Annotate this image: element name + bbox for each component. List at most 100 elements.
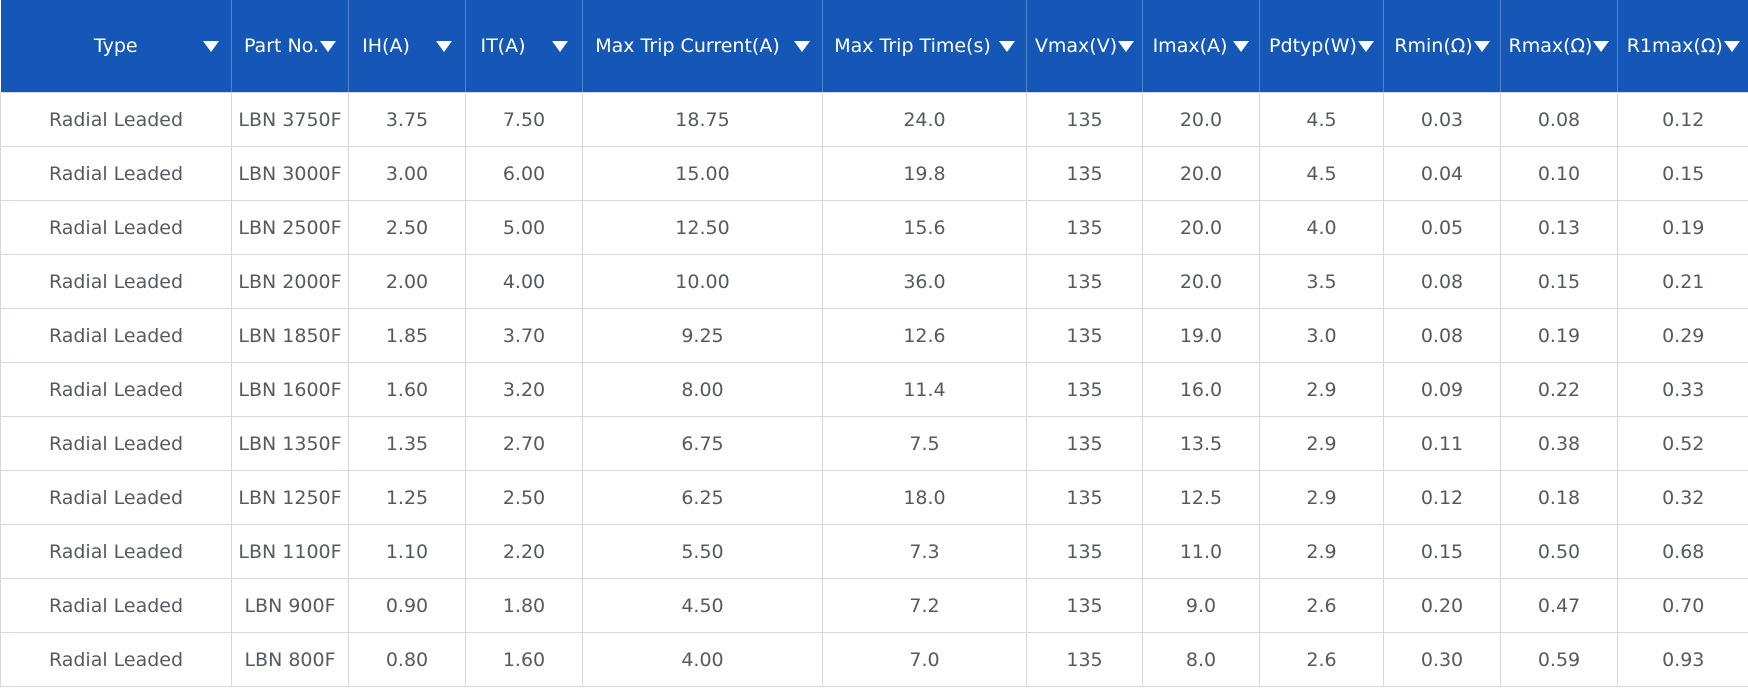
cell-ih: 3.75 bbox=[348, 92, 466, 147]
cell-r1max: 0.19 bbox=[1617, 200, 1748, 255]
column-header-pdtyp[interactable]: Pdtyp(W) bbox=[1259, 0, 1384, 93]
column-header-r1max[interactable]: R1max(Ω) bbox=[1617, 0, 1748, 93]
cell-rmin: 0.03 bbox=[1383, 92, 1501, 147]
cell-imax: 12.5 bbox=[1142, 470, 1260, 525]
column-header-max-trip-current[interactable]: Max Trip Current(A) bbox=[582, 0, 823, 93]
table-body: Radial Leaded LBN 3750F 3.75 7.50 18.75 24.0 1… bbox=[0, 92, 1748, 687]
cell-it: 1.60 bbox=[465, 632, 583, 687]
table-row: Radial Leaded LBN 800F 0.80 1.60 4.00 7.0 135 8… bbox=[0, 632, 1748, 687]
cell-max-trip-current: 4.50 bbox=[582, 578, 823, 633]
cell-part-no: LBN 1350F bbox=[231, 416, 349, 471]
cell-ih: 1.25 bbox=[348, 470, 466, 525]
cell-ih: 0.90 bbox=[348, 578, 466, 633]
cell-imax: 20.0 bbox=[1142, 92, 1260, 147]
cell-max-trip-time: 12.6 bbox=[822, 308, 1027, 363]
caret-down-icon[interactable] bbox=[320, 40, 337, 52]
cell-imax: 20.0 bbox=[1142, 200, 1260, 255]
cell-rmax: 0.22 bbox=[1500, 362, 1618, 417]
cell-max-trip-current: 6.75 bbox=[582, 416, 823, 471]
cell-part-no: LBN 1850F bbox=[231, 308, 349, 363]
cell-max-trip-time: 7.0 bbox=[822, 632, 1027, 687]
cell-part-no: LBN 800F bbox=[231, 632, 349, 687]
cell-ih: 1.60 bbox=[348, 362, 466, 417]
column-header-type[interactable]: Type bbox=[0, 0, 232, 93]
cell-it: 5.00 bbox=[465, 200, 583, 255]
cell-ih: 1.10 bbox=[348, 524, 466, 579]
cell-vmax: 135 bbox=[1026, 308, 1143, 363]
cell-pdtyp: 3.0 bbox=[1259, 308, 1384, 363]
caret-down-icon[interactable] bbox=[435, 40, 452, 52]
caret-down-icon[interactable] bbox=[793, 40, 810, 52]
cell-max-trip-current: 5.50 bbox=[582, 524, 823, 579]
caret-down-icon[interactable] bbox=[1357, 40, 1374, 52]
caret-down-icon[interactable] bbox=[1473, 40, 1490, 52]
cell-it: 2.70 bbox=[465, 416, 583, 471]
cell-it: 6.00 bbox=[465, 146, 583, 201]
column-header-label: IH(A) bbox=[362, 35, 410, 57]
column-header-label: Rmin(Ω) bbox=[1394, 35, 1473, 57]
cell-rmax: 0.18 bbox=[1500, 470, 1618, 525]
table-header: Type Part No. IH(A) bbox=[0, 0, 1748, 93]
cell-ih: 1.85 bbox=[348, 308, 466, 363]
cell-type: Radial Leaded bbox=[0, 308, 232, 363]
cell-max-trip-current: 8.00 bbox=[582, 362, 823, 417]
cell-vmax: 135 bbox=[1026, 362, 1143, 417]
column-header-label: Imax(A) bbox=[1152, 35, 1228, 57]
caret-down-icon[interactable] bbox=[1233, 40, 1250, 52]
table-row: Radial Leaded LBN 3750F 3.75 7.50 18.75 24.0 1… bbox=[0, 92, 1748, 147]
cell-type: Radial Leaded bbox=[0, 632, 232, 687]
cell-max-trip-time: 36.0 bbox=[822, 254, 1027, 309]
caret-down-icon[interactable] bbox=[1118, 40, 1135, 52]
column-header-rmax[interactable]: Rmax(Ω) bbox=[1500, 0, 1618, 93]
cell-rmax: 0.38 bbox=[1500, 416, 1618, 471]
caret-down-icon[interactable] bbox=[551, 40, 568, 52]
cell-max-trip-current: 12.50 bbox=[582, 200, 823, 255]
column-header-it[interactable]: IT(A) bbox=[465, 0, 583, 93]
cell-it: 3.20 bbox=[465, 362, 583, 417]
column-header-max-trip-time[interactable]: Max Trip Time(s) bbox=[822, 0, 1027, 93]
cell-max-trip-time: 24.0 bbox=[822, 92, 1027, 147]
column-header-ih[interactable]: IH(A) bbox=[348, 0, 466, 93]
cell-max-trip-current: 4.00 bbox=[582, 632, 823, 687]
cell-imax: 20.0 bbox=[1142, 254, 1260, 309]
cell-rmin: 0.30 bbox=[1383, 632, 1501, 687]
cell-imax: 16.0 bbox=[1142, 362, 1260, 417]
cell-max-trip-current: 18.75 bbox=[582, 92, 823, 147]
column-header-vmax[interactable]: Vmax(V) bbox=[1026, 0, 1143, 93]
cell-max-trip-time: 15.6 bbox=[822, 200, 1027, 255]
column-header-label: Part No. bbox=[243, 35, 320, 57]
column-header-part-no[interactable]: Part No. bbox=[231, 0, 349, 93]
column-header-imax[interactable]: Imax(A) bbox=[1142, 0, 1260, 93]
cell-type: Radial Leaded bbox=[0, 146, 232, 201]
column-header-label: R1max(Ω) bbox=[1626, 35, 1723, 57]
cell-rmax: 0.50 bbox=[1500, 524, 1618, 579]
table-row: Radial Leaded LBN 1600F 1.60 3.20 8.00 11.4 13… bbox=[0, 362, 1748, 417]
cell-r1max: 0.70 bbox=[1617, 578, 1748, 633]
cell-max-trip-time: 7.5 bbox=[822, 416, 1027, 471]
cell-max-trip-time: 19.8 bbox=[822, 146, 1027, 201]
cell-vmax: 135 bbox=[1026, 578, 1143, 633]
cell-rmin: 0.04 bbox=[1383, 146, 1501, 201]
caret-down-icon[interactable] bbox=[203, 41, 219, 52]
cell-part-no: LBN 3750F bbox=[231, 92, 349, 147]
caret-down-icon[interactable] bbox=[998, 40, 1015, 52]
column-header-rmin[interactable]: Rmin(Ω) bbox=[1383, 0, 1501, 93]
table-row: Radial Leaded LBN 1350F 1.35 2.70 6.75 7.5 135… bbox=[0, 416, 1748, 471]
cell-ih: 2.00 bbox=[348, 254, 466, 309]
cell-vmax: 135 bbox=[1026, 200, 1143, 255]
cell-it: 2.20 bbox=[465, 524, 583, 579]
cell-type: Radial Leaded bbox=[0, 92, 232, 147]
caret-down-icon[interactable] bbox=[1593, 40, 1610, 52]
cell-ih: 2.50 bbox=[348, 200, 466, 255]
cell-imax: 19.0 bbox=[1142, 308, 1260, 363]
cell-type: Radial Leaded bbox=[0, 470, 232, 525]
caret-down-icon[interactable] bbox=[1723, 40, 1740, 52]
cell-it: 1.80 bbox=[465, 578, 583, 633]
cell-vmax: 135 bbox=[1026, 524, 1143, 579]
cell-part-no: LBN 2000F bbox=[231, 254, 349, 309]
cell-it: 2.50 bbox=[465, 470, 583, 525]
cell-max-trip-current: 10.00 bbox=[582, 254, 823, 309]
cell-max-trip-time: 7.2 bbox=[822, 578, 1027, 633]
cell-rmin: 0.09 bbox=[1383, 362, 1501, 417]
